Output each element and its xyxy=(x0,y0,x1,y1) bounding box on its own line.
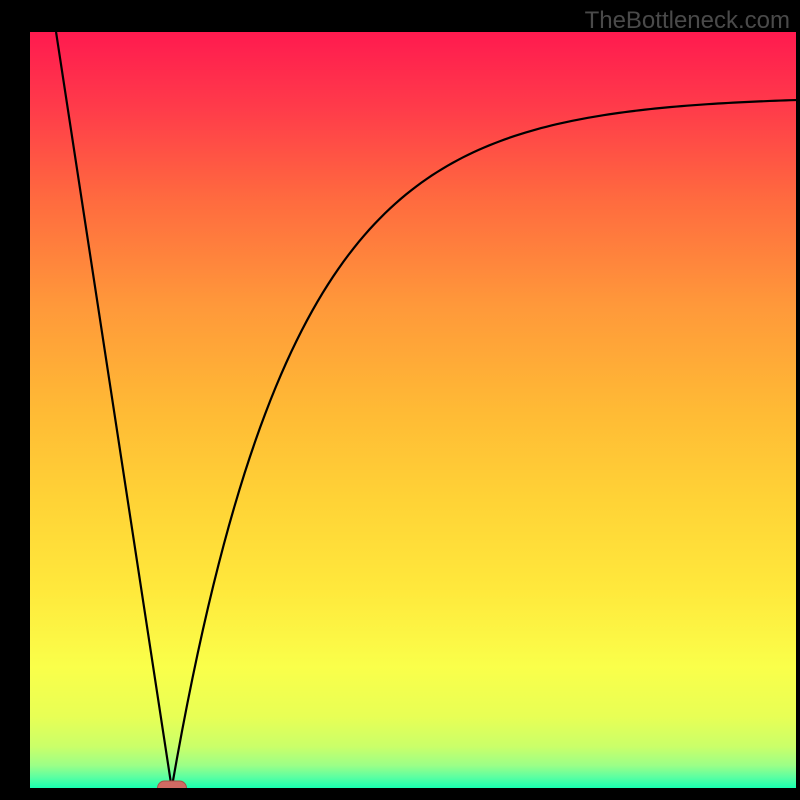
valley-marker xyxy=(157,781,187,789)
chart-root: { "attribution": { "text": "TheBottlenec… xyxy=(0,0,800,800)
plot-area xyxy=(30,32,796,788)
attribution-text: TheBottleneck.com xyxy=(585,7,790,35)
curve-svg xyxy=(30,32,796,788)
bottleneck-curve xyxy=(56,32,796,788)
